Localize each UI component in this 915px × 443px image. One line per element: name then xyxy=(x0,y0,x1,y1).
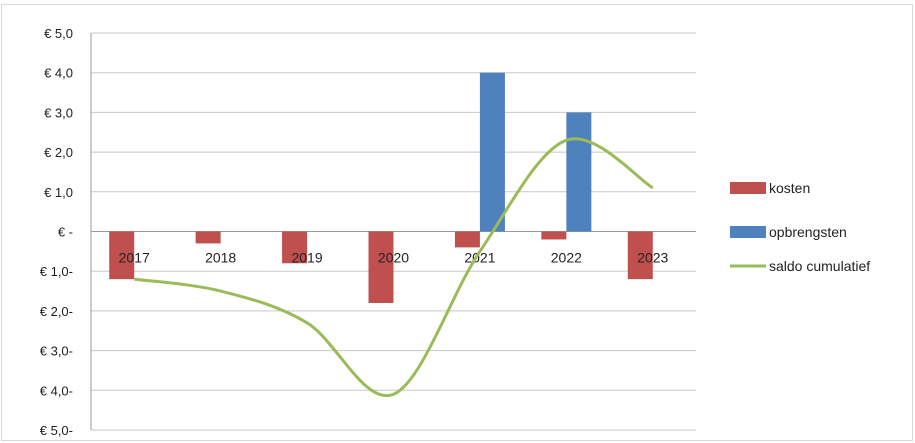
legend-label: opbrengsten xyxy=(769,224,847,240)
bar-opbrengsten-2021 xyxy=(479,72,505,232)
y-tick-label: € 3,0 xyxy=(44,105,73,120)
bar-kosten-2023 xyxy=(627,231,653,280)
x-tick-label: 2023 xyxy=(637,250,668,266)
x-tick-label: 2017 xyxy=(119,250,150,266)
bars xyxy=(109,72,653,303)
y-tick-label: € 2,0 xyxy=(44,145,73,160)
legend-swatch-opbrengsten xyxy=(730,226,766,238)
y-tick-label: € 4,0 xyxy=(44,66,73,81)
x-tick-label: 2019 xyxy=(291,250,322,266)
gridlines xyxy=(91,32,696,431)
x-tick-label: 2020 xyxy=(378,250,409,266)
bar-kosten-2022 xyxy=(541,231,567,240)
bar-opbrengsten-2022 xyxy=(566,112,592,232)
line-saldo-cumulatief xyxy=(134,137,654,398)
chart-frame xyxy=(1,4,913,441)
legend-swatch-kosten xyxy=(730,182,766,194)
x-axis-labels: 2017 2018 2019 2020 2021 2022 2023 xyxy=(119,250,669,266)
x-tick-label: 2022 xyxy=(551,250,582,266)
bar-kosten-2021 xyxy=(454,231,480,248)
bar-kosten-2018 xyxy=(195,231,221,244)
bar-kosten-2017 xyxy=(109,231,135,280)
y-tick-label: € 1,0 xyxy=(44,185,73,200)
legend: kosten opbrengsten saldo cumulatief xyxy=(730,180,870,274)
y-tick-label: € 3,0- xyxy=(40,344,73,359)
y-tick-label: € 5,0- xyxy=(40,423,73,438)
bar-kosten-2020 xyxy=(368,231,394,303)
y-axis: € 5,0 € 4,0 € 3,0 € 2,0 € 1,0 € - € 1,0- € 2,0-… xyxy=(40,26,92,438)
legend-label: saldo cumulatief xyxy=(769,258,870,274)
y-tick-label: € 1,0- xyxy=(40,264,73,279)
y-tick-label: € 5,0 xyxy=(44,26,73,41)
y-tick-label: € - xyxy=(58,225,73,240)
bar-kosten-2019 xyxy=(282,231,308,264)
y-tick-label: € 2,0- xyxy=(40,304,73,319)
legend-label: kosten xyxy=(769,180,810,196)
y-tick-label: € 4,0- xyxy=(40,383,73,398)
line-series xyxy=(134,137,654,398)
x-tick-label: 2018 xyxy=(205,250,236,266)
